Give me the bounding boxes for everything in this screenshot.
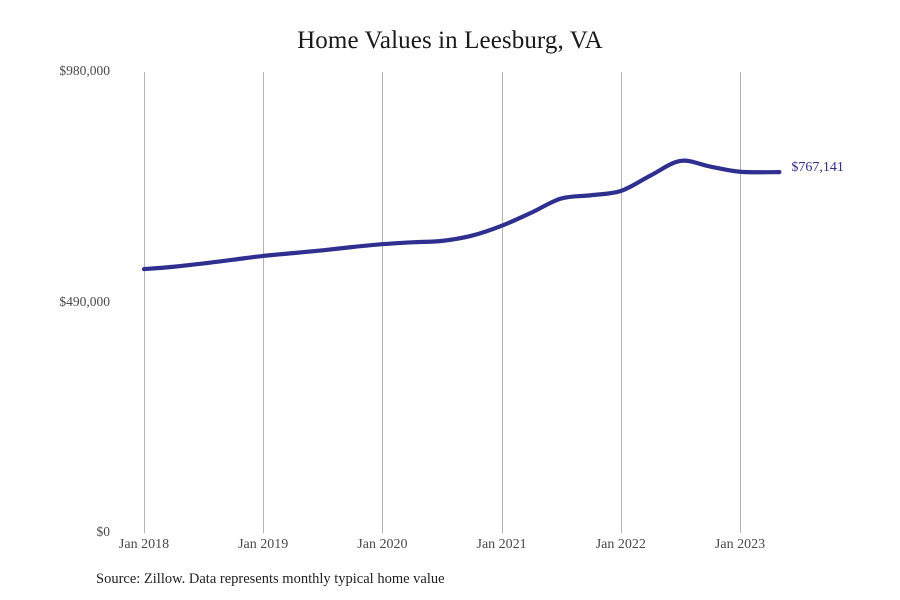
x-tick-label: Jan 2021: [476, 537, 527, 552]
x-gridlines: [144, 72, 741, 533]
y-tick-label: $490,000: [59, 293, 110, 309]
source-note: Source: Zillow. Data represents monthly …: [96, 571, 445, 587]
end-point-value-label: $767,141: [791, 160, 844, 176]
x-tick-label: Jan 2020: [357, 537, 408, 552]
chart-title: Home Values in Leesburg, VA: [297, 27, 603, 54]
x-tick-label: Jan 2018: [118, 537, 170, 552]
y-tick-label: $980,000: [59, 63, 110, 78]
y-tick-label: $0: [96, 524, 111, 539]
series-line-typical-home-value: [141, 158, 782, 272]
x-tick-label: Jan 2022: [595, 537, 646, 552]
x-tick-label: Jan 2019: [238, 537, 289, 552]
x-tick-label: Jan 2023: [714, 537, 766, 552]
